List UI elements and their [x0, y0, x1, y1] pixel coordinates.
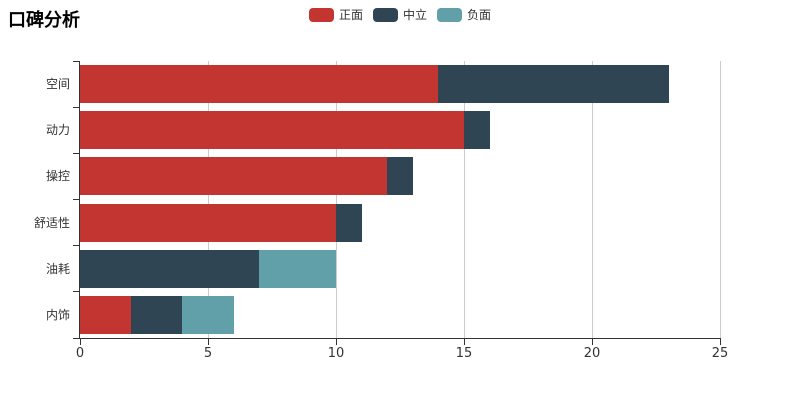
y-axis-tick — [73, 199, 79, 200]
legend-label-negative: 负面 — [467, 8, 492, 22]
bar-segment-操控-正面[interactable] — [80, 157, 388, 196]
bar-segment-舒适性-中立[interactable] — [336, 203, 362, 242]
legend-label-neutral: 中立 — [402, 8, 427, 22]
chart-title: 口碑分析 — [8, 10, 80, 31]
legend-item-negative[interactable]: 负面 — [437, 8, 491, 22]
legend: 正面 中立 负面 — [0, 7, 800, 23]
legend-swatch-negative — [437, 8, 462, 22]
y-axis-label: 动力 — [45, 123, 70, 138]
gridline-10 — [335, 61, 337, 338]
y-axis-tick — [73, 291, 79, 293]
x-axis-label: 0 — [75, 346, 85, 361]
bar-segment-空间-中立[interactable] — [438, 65, 669, 104]
x-axis-tick — [591, 339, 593, 345]
x-axis-tick — [207, 339, 209, 345]
y-axis-tick — [73, 152, 79, 154]
bar-segment-内饰-负面[interactable] — [182, 295, 234, 334]
legend-item-neutral[interactable]: 中立 — [372, 8, 427, 22]
y-axis-label: 操控 — [45, 169, 70, 184]
y-axis-tick — [73, 106, 79, 108]
gridline-5 — [207, 61, 209, 338]
x-axis-label: 5 — [203, 346, 213, 361]
y-axis-tick — [73, 60, 79, 62]
legend-swatch-positive — [308, 8, 334, 22]
y-axis-label: 空间 — [45, 77, 70, 92]
bar-segment-油耗-中立[interactable] — [80, 249, 260, 288]
bar-segment-油耗-负面[interactable] — [259, 249, 336, 288]
x-axis-label: 20 — [583, 346, 601, 361]
x-axis-label: 25 — [711, 346, 729, 361]
bar-segment-空间-正面[interactable] — [80, 65, 439, 104]
gridline-15 — [463, 61, 465, 338]
y-axis-label: 舒适性 — [33, 215, 70, 230]
y-axis-label: 油耗 — [45, 261, 70, 276]
bar-segment-操控-中立[interactable] — [387, 157, 413, 196]
x-axis-line — [79, 338, 721, 339]
x-axis-label: 15 — [455, 346, 473, 361]
plot-area: 0 5 10 15 20 25 空间动力操控舒适性油耗内饰 — [34, 60, 728, 361]
bar-segment-舒适性-正面[interactable] — [80, 203, 336, 242]
x-axis-label: 10 — [327, 346, 345, 361]
gridline-20 — [591, 61, 593, 338]
x-axis-tick — [335, 339, 337, 345]
gridline-25 — [719, 61, 721, 338]
y-axis-tick — [73, 337, 79, 339]
y-axis-line — [79, 61, 80, 338]
bar-segment-内饰-正面[interactable] — [80, 295, 132, 334]
x-axis-tick — [719, 339, 721, 345]
x-axis-tick — [79, 339, 81, 345]
y-axis-tick — [73, 245, 79, 247]
bar-segment-动力-正面[interactable] — [80, 111, 464, 150]
bar-segment-动力-中立[interactable] — [464, 111, 490, 150]
legend-label-positive: 正面 — [338, 8, 363, 22]
bar-segment-内饰-中立[interactable] — [131, 295, 183, 334]
x-axis-tick — [463, 339, 465, 345]
legend-item-positive[interactable]: 正面 — [308, 8, 363, 22]
legend-swatch-neutral — [372, 8, 398, 22]
y-axis-label: 内饰 — [45, 307, 70, 322]
